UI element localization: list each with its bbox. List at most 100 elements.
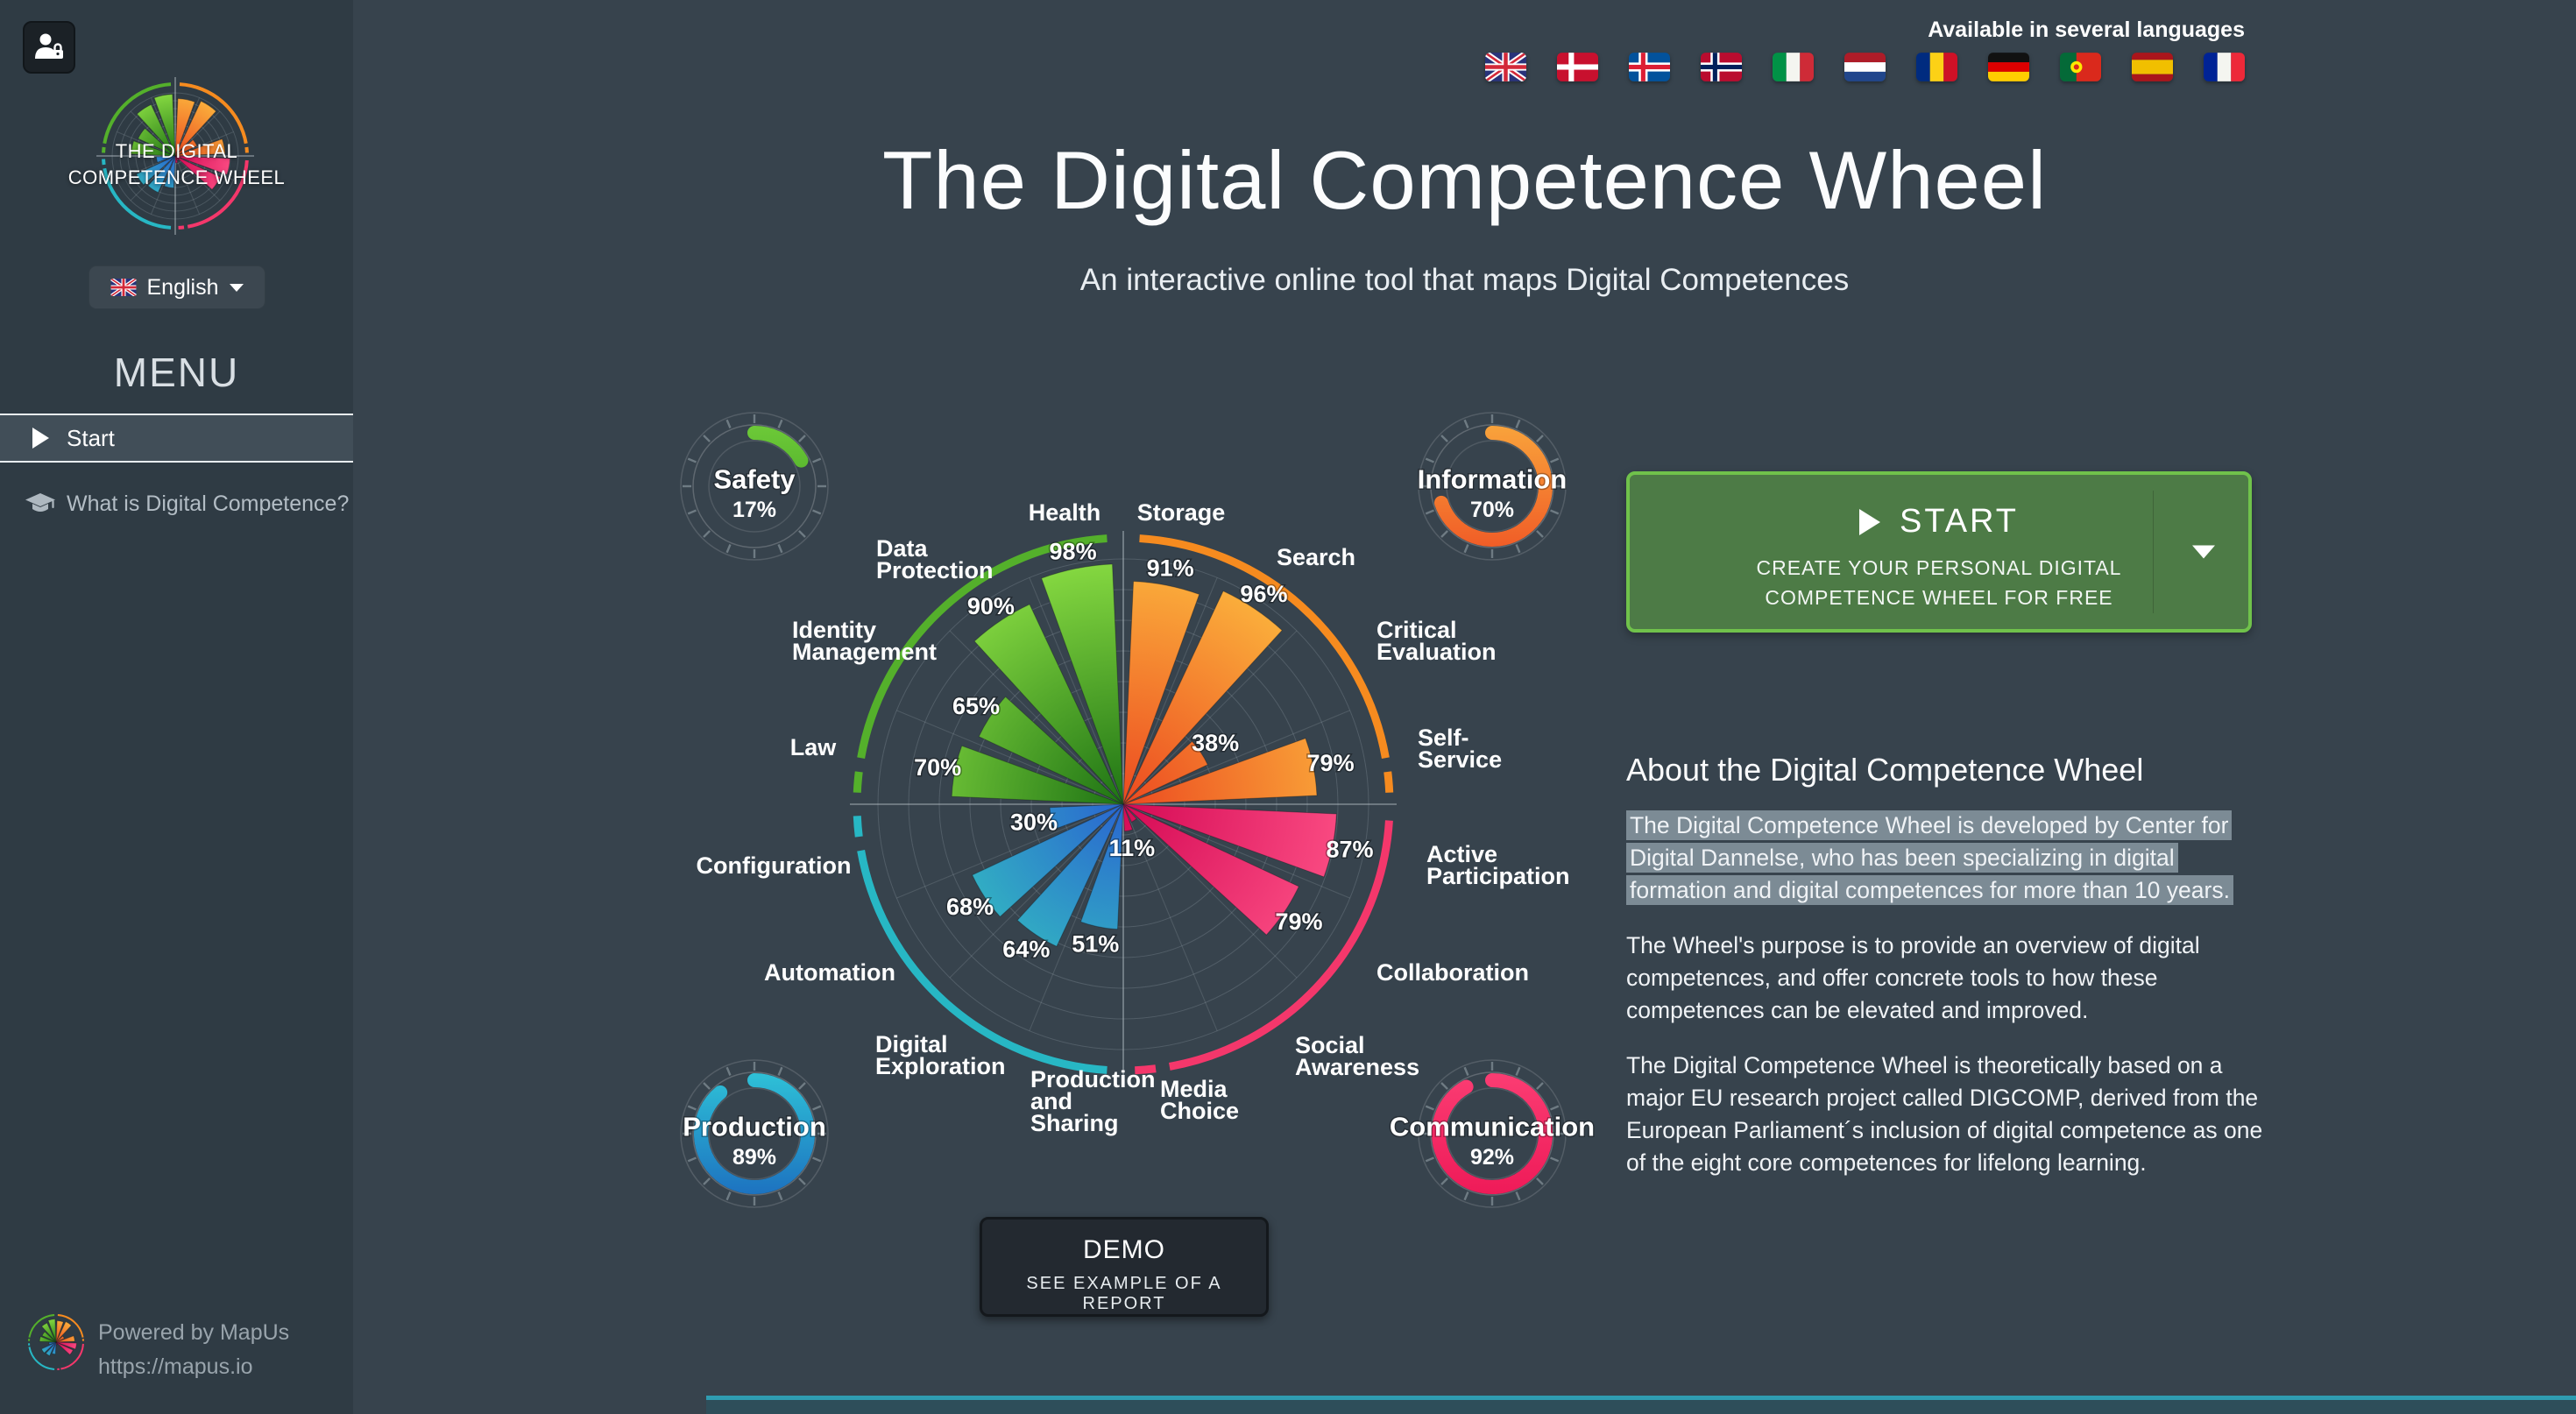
wheel-category-label: Social: [1295, 1032, 1365, 1058]
ring-arc-production: [857, 850, 1108, 1074]
wheel-value-label: 68%: [946, 894, 994, 920]
uk-flag[interactable]: [1485, 53, 1526, 81]
wheel-sector-critical-evaluation: [174, 138, 198, 157]
ring-arc-safety: [102, 146, 106, 153]
wheel-value-label: 87%: [1327, 836, 1374, 862]
wheel-sector-identity-management: [137, 127, 176, 157]
wheel-category-label: Choice: [1160, 1098, 1239, 1124]
wheel-sector-data-protection: [973, 604, 1124, 805]
wheel-category-label: Data: [876, 535, 929, 562]
wheel-category-label: Law: [790, 734, 838, 760]
ring-arc-production: [103, 167, 172, 230]
norway-flag[interactable]: [1701, 53, 1742, 81]
demo-button[interactable]: DEMO SEE EXAMPLE OF A REPORT: [980, 1217, 1269, 1317]
sidebar-item-label: What is Digital Competence?: [67, 491, 350, 516]
wheel-category-label: Evaluation: [1376, 639, 1497, 665]
wheel-sector-data-protection: [40, 1322, 57, 1343]
ring-arc-communication: [178, 225, 185, 230]
wheel-sector-production-and-sharing: [51, 1341, 57, 1355]
gauge-name: Safety: [713, 464, 796, 495]
iceland-flag[interactable]: [1629, 53, 1670, 81]
gauge-name: Communication: [1390, 1112, 1595, 1142]
wheel-category-label: Media: [1160, 1076, 1228, 1102]
sidebar-item-what-is-digital-competence[interactable]: What is Digital Competence?: [0, 484, 353, 524]
wheel-sector-storage: [55, 1319, 65, 1343]
sidebar-footer: Powered by MapUs https://mapus.io: [0, 1312, 353, 1400]
wheel-sector-active-participation: [55, 1341, 77, 1350]
wheel-sector-active-participation: [174, 155, 231, 175]
start-button-sublabel: CREATE YOUR PERSONAL DIGITAL COMPETENCE …: [1756, 556, 2122, 609]
spain-flag[interactable]: [2132, 53, 2173, 81]
sidebar-item-start[interactable]: Start: [0, 414, 353, 463]
gauge-arc-communication: [1432, 1073, 1553, 1194]
wheel-sector-search: [174, 100, 217, 157]
start-button[interactable]: START CREATE YOUR PERSONAL DIGITAL COMPE…: [1626, 471, 2252, 633]
gauge-percent: 70%: [1470, 498, 1514, 522]
gauge-arc-information: [1433, 426, 1553, 547]
wheel-sector-law: [131, 140, 176, 157]
ring-arc-communication: [1169, 820, 1393, 1071]
login-button[interactable]: [23, 21, 75, 74]
gauge-name: Information: [1418, 464, 1568, 495]
app-logo: THE DIGITAL COMPETENCE WHEEL: [0, 70, 353, 272]
romania-flag[interactable]: [1916, 53, 1957, 81]
netherlands-flag[interactable]: [1844, 53, 1886, 81]
wheel-sector-configuration: [48, 1341, 57, 1346]
wheel-value-label: 30%: [1010, 809, 1058, 835]
denmark-flag[interactable]: [1557, 53, 1598, 81]
user-lock-icon: [35, 33, 63, 59]
gauge-percent: 89%: [732, 1145, 776, 1170]
wheel-sector-identity-management: [978, 696, 1124, 805]
wheel-sector-health: [47, 1319, 57, 1343]
wheel-sector-social-awareness: [174, 155, 180, 161]
language-selector[interactable]: English: [88, 265, 265, 309]
wheel-sector-search: [55, 1320, 73, 1343]
page-title: The Digital Competence Wheel: [882, 134, 2047, 226]
wheel-sector-self--service: [174, 138, 226, 157]
wheel-sector-digital-exploration: [147, 155, 176, 194]
ring-arc-safety: [853, 771, 863, 793]
wheel-category-label: Collaboration: [1376, 959, 1529, 986]
wheel-sector-critical-evaluation: [55, 1335, 65, 1343]
wheel-value-label: 64%: [1002, 937, 1050, 963]
page-subtitle: An interactive online tool that maps Dig…: [1079, 263, 1850, 297]
wheel-sector-data-protection: [136, 103, 176, 157]
next-section-edge: [706, 1400, 2576, 1414]
competence-wheel-chart: 91% 96% 38% 79% 87% 79% 11% 51% 64% 68% 30% 70% 65% 9…: [680, 412, 1596, 1208]
graduation-cap-icon: [21, 491, 60, 516]
wheel-sector-automation: [135, 155, 176, 186]
wheel-category-label: Self-: [1418, 725, 1469, 751]
selected-text: The Digital Competence Wheel is develope…: [1626, 810, 2233, 905]
languages-note: Available in several languages: [1928, 18, 2245, 42]
demo-button-sublabel: SEE EXAMPLE OF A REPORT: [1026, 1274, 1222, 1313]
wheel-sector-law: [951, 745, 1124, 805]
gauge-name: Production: [683, 1112, 826, 1142]
wheel-value-label: 11%: [1109, 835, 1156, 861]
wheel-sector-storage: [1122, 580, 1200, 805]
france-flag[interactable]: [2204, 53, 2245, 81]
wheel-category-label: Configuration: [697, 852, 852, 879]
demo-button-label: DEMO: [1083, 1235, 1165, 1264]
italy-flag[interactable]: [1773, 53, 1814, 81]
wheel-value-label: 91%: [1147, 555, 1194, 581]
wheel-sector-configuration: [155, 155, 176, 163]
wheel-sector-production-and-sharing: [1079, 803, 1124, 930]
wheel-category-label: Active: [1426, 841, 1497, 867]
mapus-link[interactable]: https://mapus.io: [98, 1354, 253, 1379]
wheel-sector-health: [153, 93, 176, 157]
portugal-flag[interactable]: [2060, 53, 2101, 81]
wheel-category-label: Production: [1030, 1066, 1156, 1092]
germany-flag[interactable]: [1988, 53, 2029, 81]
wheel-category-label: and: [1030, 1088, 1072, 1114]
ring-arc-production: [28, 1347, 55, 1370]
about-paragraph: The Digital Competence Wheel is theoreti…: [1626, 1052, 2263, 1176]
wheel-sector-identity-management: [41, 1331, 57, 1343]
wheel-value-label: 98%: [1050, 538, 1097, 564]
sidebar-item-label: Start: [67, 424, 115, 451]
ring-arc-communication: [60, 1343, 84, 1370]
language-label: English: [146, 274, 219, 300]
wheel-sector-media-choice: [1122, 803, 1134, 832]
wheel-sector-production-and-sharing: [163, 155, 176, 189]
chevron-down-icon[interactable]: [2192, 545, 2215, 559]
ring-arc-information: [1139, 534, 1390, 759]
